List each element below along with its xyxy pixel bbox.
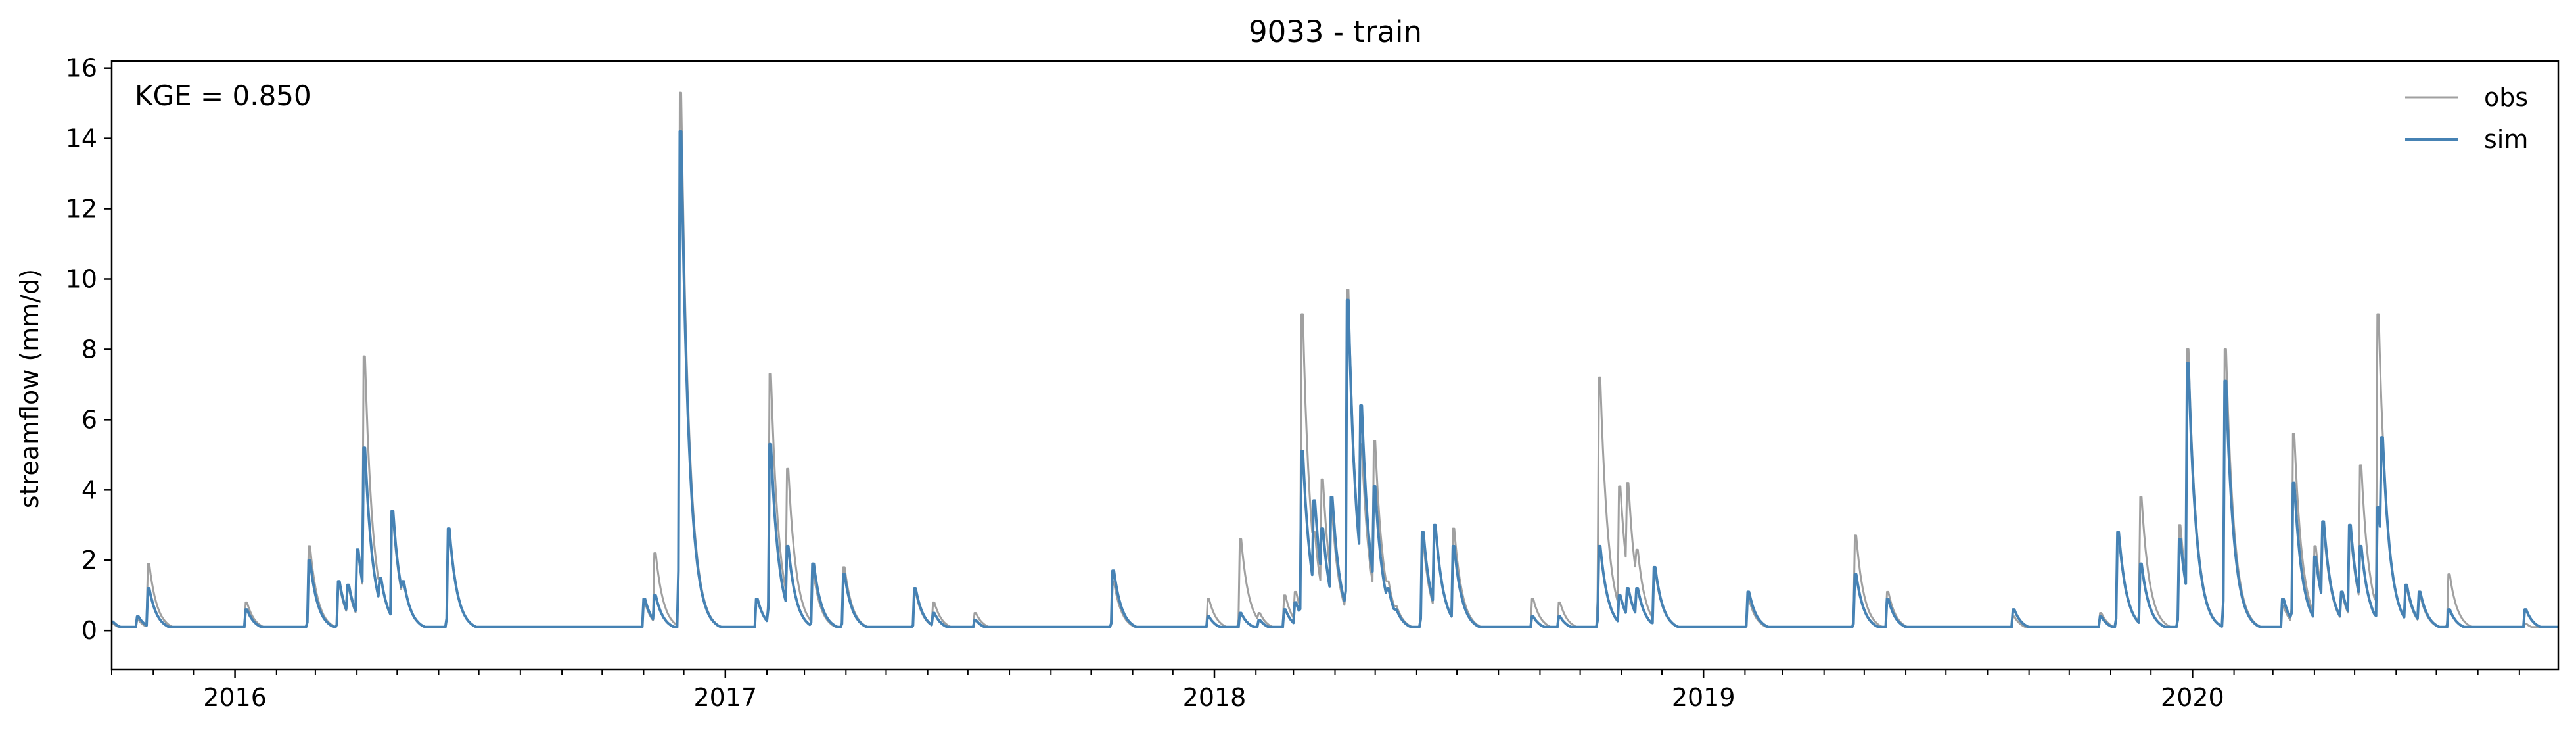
y-tick-label: 14 bbox=[66, 124, 97, 153]
x-tick-label: 2018 bbox=[1183, 683, 1247, 712]
y-tick-label: 12 bbox=[66, 195, 97, 224]
x-tick-label: 2020 bbox=[2161, 683, 2224, 712]
y-tick-label: 10 bbox=[66, 265, 97, 294]
plot-area: 0 2 4 6 8 10 12 14 16 2016 2017 2018 2019 2020 bbox=[66, 54, 2560, 712]
series-line-sim bbox=[112, 130, 2558, 628]
x-tick-label: 2019 bbox=[1672, 683, 1736, 712]
y-tick-label: 16 bbox=[66, 54, 97, 83]
x-tick-label: 2016 bbox=[203, 683, 267, 712]
y-axis-label: streamflow (mm/d) bbox=[15, 269, 44, 508]
legend-label-sim: sim bbox=[2484, 125, 2528, 154]
y-tick-label: 4 bbox=[81, 475, 97, 504]
legend: obs sim bbox=[2405, 83, 2528, 154]
y-tick-label: 0 bbox=[81, 616, 97, 645]
kge-annotation: KGE = 0.850 bbox=[135, 80, 311, 112]
x-tick-label: 2017 bbox=[693, 683, 757, 712]
chart-title: 9033 - train bbox=[1249, 14, 1422, 49]
y-tick-label: 2 bbox=[81, 546, 97, 575]
legend-label-obs: obs bbox=[2484, 83, 2528, 112]
plot-frame bbox=[110, 60, 2560, 671]
y-tick-label: 6 bbox=[81, 405, 97, 434]
y-tick-label: 8 bbox=[81, 335, 97, 364]
